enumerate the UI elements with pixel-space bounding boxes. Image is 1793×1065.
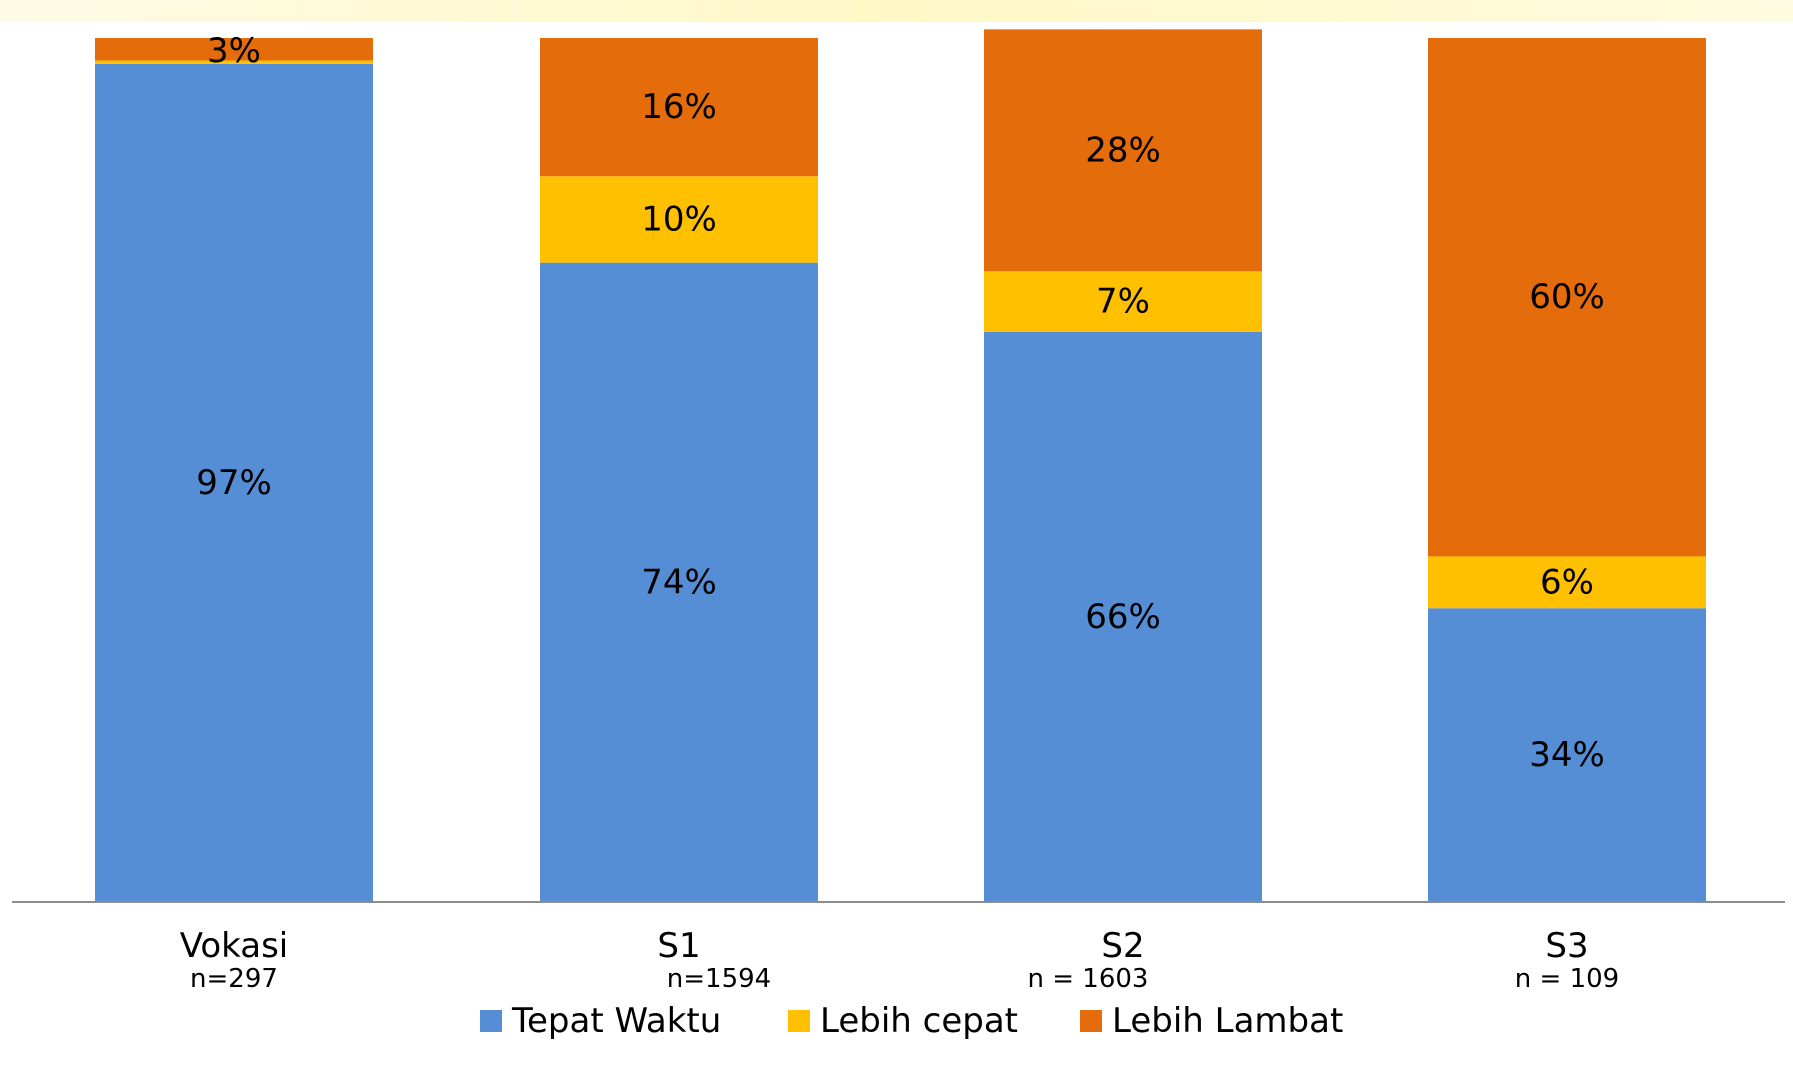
bar-segment-tepat-waktu-s1 (540, 262, 818, 902)
legend-label-lebih-cepat: Lebih cepat (820, 1001, 1018, 1041)
category-label-vokasi: Vokasi (180, 926, 289, 966)
sample-size-label-s2: n = 1603 (1028, 964, 1149, 994)
bars-layer (95, 29, 1706, 903)
data-label-lebih-lambat-vokasi: 3% (207, 31, 261, 71)
legend-label-tepat-waktu: Tepat Waktu (511, 1001, 721, 1041)
category-label-s3: S3 (1545, 926, 1588, 966)
bar-segment-lebih-lambat-s2 (984, 29, 1262, 272)
top-decorative-band (0, 0, 1793, 22)
legend-label-lebih-lambat: Lebih Lambat (1112, 1001, 1343, 1041)
data-label-tepat-waktu-s3: 34% (1529, 735, 1605, 775)
data-label-tepat-waktu-vokasi: 97% (196, 463, 272, 503)
sample-size-label-s3: n = 109 (1515, 964, 1619, 994)
bar-segment-lebih-cepat-vokasi (95, 60, 373, 64)
bar-segment-lebih-cepat-s3 (1428, 556, 1706, 609)
legend-swatch-lebih-cepat (788, 1010, 810, 1032)
bar-segment-lebih-lambat-s1 (540, 38, 818, 177)
data-label-lebih-cepat-s1: 10% (641, 199, 717, 239)
bar-segment-lebih-cepat-s1 (540, 176, 818, 263)
data-label-tepat-waktu-s2: 66% (1085, 597, 1161, 637)
legend: Tepat Waktu Lebih cepat Lebih Lambat (480, 1001, 1343, 1041)
bar-segment-tepat-waktu-vokasi (95, 63, 373, 903)
data-label-lebih-lambat-s2: 28% (1085, 130, 1161, 170)
legend-swatch-lebih-lambat (1080, 1010, 1102, 1032)
category-label-s1: S1 (657, 926, 700, 966)
bar-segment-tepat-waktu-s2 (984, 331, 1262, 902)
bar-segment-tepat-waktu-s3 (1428, 608, 1706, 902)
category-label-s2: S2 (1101, 926, 1144, 966)
data-label-lebih-lambat-s1: 16% (641, 87, 717, 127)
sample-size-label-vokasi: n=297 (190, 964, 278, 994)
data-label-tepat-waktu-s1: 74% (641, 562, 717, 602)
sample-size-label-s1: n=1594 (667, 964, 771, 994)
bar-segment-lebih-cepat-s2 (984, 271, 1262, 332)
bar-segment-lebih-lambat-s3 (1428, 38, 1706, 557)
data-label-lebih-lambat-s3: 60% (1529, 277, 1605, 317)
data-label-lebih-cepat-s3: 6% (1540, 562, 1594, 602)
bar-segment-lebih-lambat-vokasi (95, 38, 373, 61)
legend-swatch-tepat-waktu (480, 1010, 502, 1032)
data-label-lebih-cepat-s2: 7% (1096, 282, 1150, 322)
